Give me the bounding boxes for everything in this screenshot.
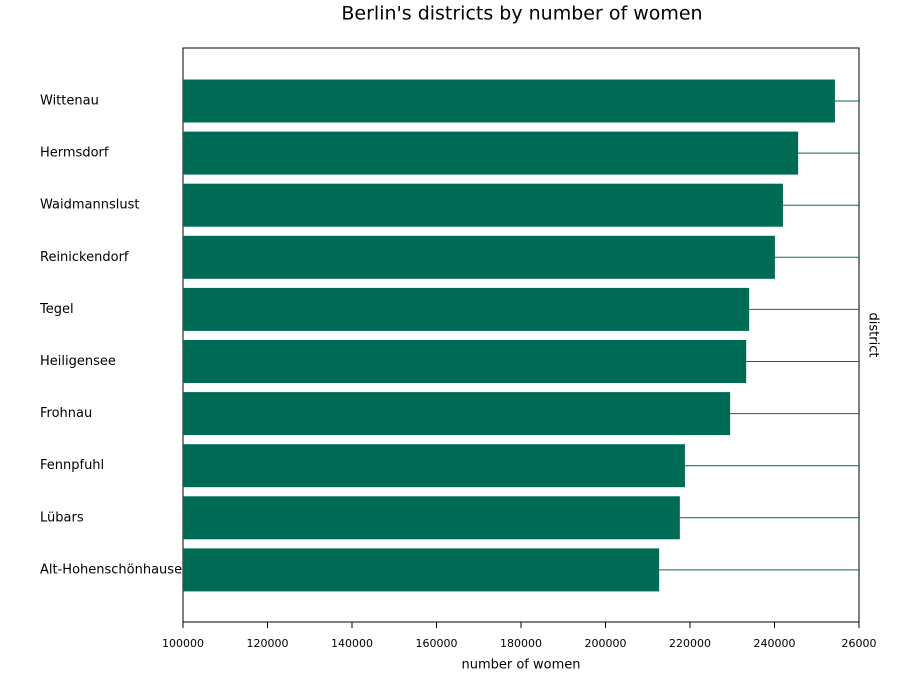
y-tick-label: Fennpfuhl (40, 458, 104, 473)
chart-title: Berlin's districts by number of women (341, 3, 702, 25)
bar (183, 287, 750, 331)
x-axis-label: number of women (461, 658, 580, 673)
bar (183, 340, 747, 383)
x-tick-label: 180000 (500, 637, 542, 650)
x-tick-label: 26000 (842, 637, 877, 650)
y-tick-label: Wittenau (40, 94, 99, 109)
bar (183, 79, 835, 123)
x-tick-label: 240000 (754, 637, 796, 650)
bar (183, 392, 731, 436)
x-tick-label: 220000 (669, 637, 711, 650)
bar (183, 496, 680, 540)
x-tick-label: 160000 (416, 637, 458, 650)
bar (183, 548, 660, 592)
x-tick-label: 140000 (331, 637, 373, 650)
bar (183, 235, 775, 279)
bar (183, 131, 799, 175)
y-axis-label: district (866, 313, 881, 358)
x-tick-label: 100000 (162, 637, 204, 650)
x-tick-label: 120000 (247, 637, 289, 650)
y-tick-label: Hermsdorf (40, 146, 109, 161)
y-tick-label: Alt-Hohenschönhause (40, 562, 182, 577)
bar (183, 444, 685, 488)
x-tick-label: 200000 (585, 637, 627, 650)
y-tick-label: Lübars (40, 510, 84, 525)
y-tick-label: Reinickendorf (40, 250, 129, 265)
bar (183, 183, 783, 227)
y-tick-label: Heiligensee (40, 354, 116, 369)
y-tick-label: Frohnau (40, 406, 92, 421)
y-tick-label: Waidmannslust (40, 198, 139, 213)
y-tick-label: Tegel (39, 302, 74, 317)
